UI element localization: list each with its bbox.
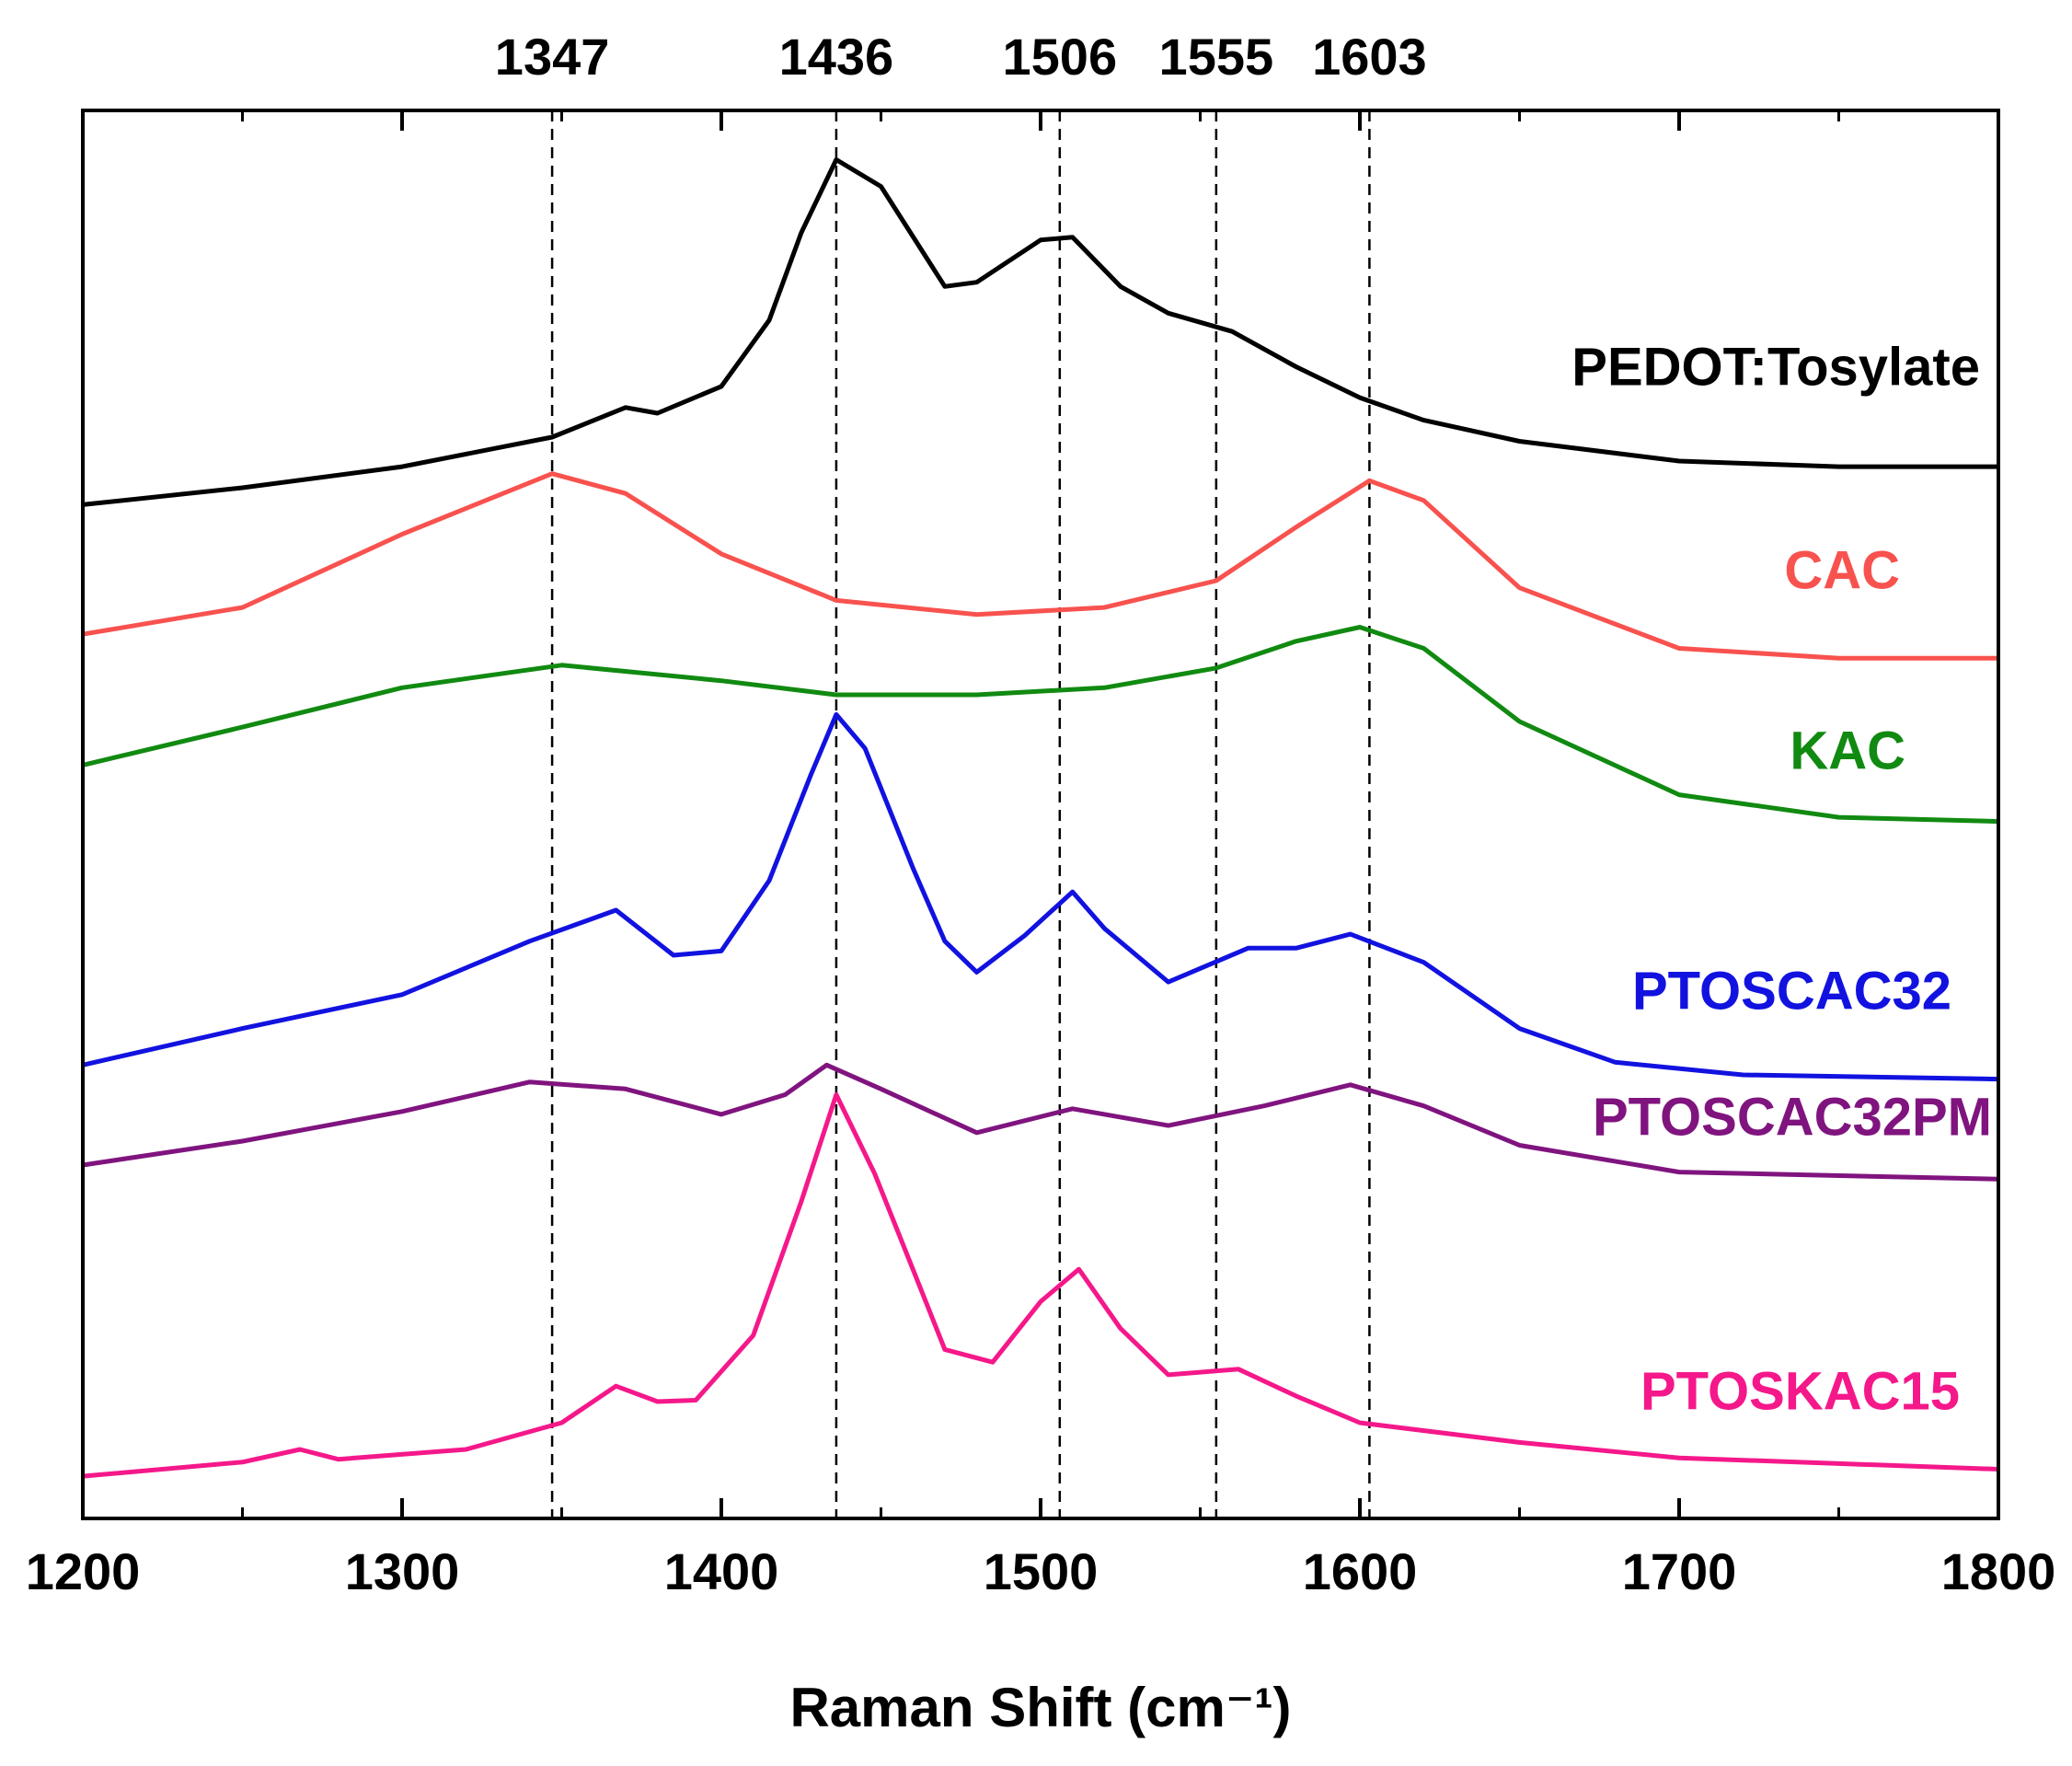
x-tick-label: 1700 <box>1622 1542 1737 1600</box>
series-line <box>82 1092 1999 1479</box>
reference-label: 1555 <box>1159 28 1274 86</box>
reference-label: 1436 <box>779 28 894 86</box>
series-label: PEDOT:Tosylate <box>1571 337 1980 397</box>
x-axis-label: Raman Shift (cm⁻¹) <box>789 1677 1291 1738</box>
x-tick-label: 1500 <box>984 1542 1099 1600</box>
x-tick-label: 1300 <box>345 1542 460 1600</box>
series-label: PTOSCAC32PM <box>1593 1087 1992 1147</box>
series-label: CAC <box>1784 540 1900 600</box>
series-label: PTOSKAC15 <box>1640 1361 1960 1421</box>
x-tick-label: 1200 <box>26 1542 141 1600</box>
series-line <box>82 157 1998 507</box>
reference-label: 1347 <box>495 28 610 86</box>
x-tick-label: 1400 <box>664 1542 779 1600</box>
series-line <box>82 471 1998 661</box>
x-tick-label: 1800 <box>1941 1542 2056 1600</box>
series-label: KAC <box>1790 721 1905 780</box>
series-line <box>82 711 1999 1082</box>
series-line <box>82 1062 1999 1182</box>
reference-label: 1603 <box>1312 28 1427 86</box>
plot-frame <box>81 109 2000 1520</box>
reference-label: 1506 <box>1003 28 1118 86</box>
series-line <box>82 625 1999 825</box>
x-tick-label: 1600 <box>1303 1542 1418 1600</box>
series-label: PTOSCAC32 <box>1632 961 1951 1021</box>
